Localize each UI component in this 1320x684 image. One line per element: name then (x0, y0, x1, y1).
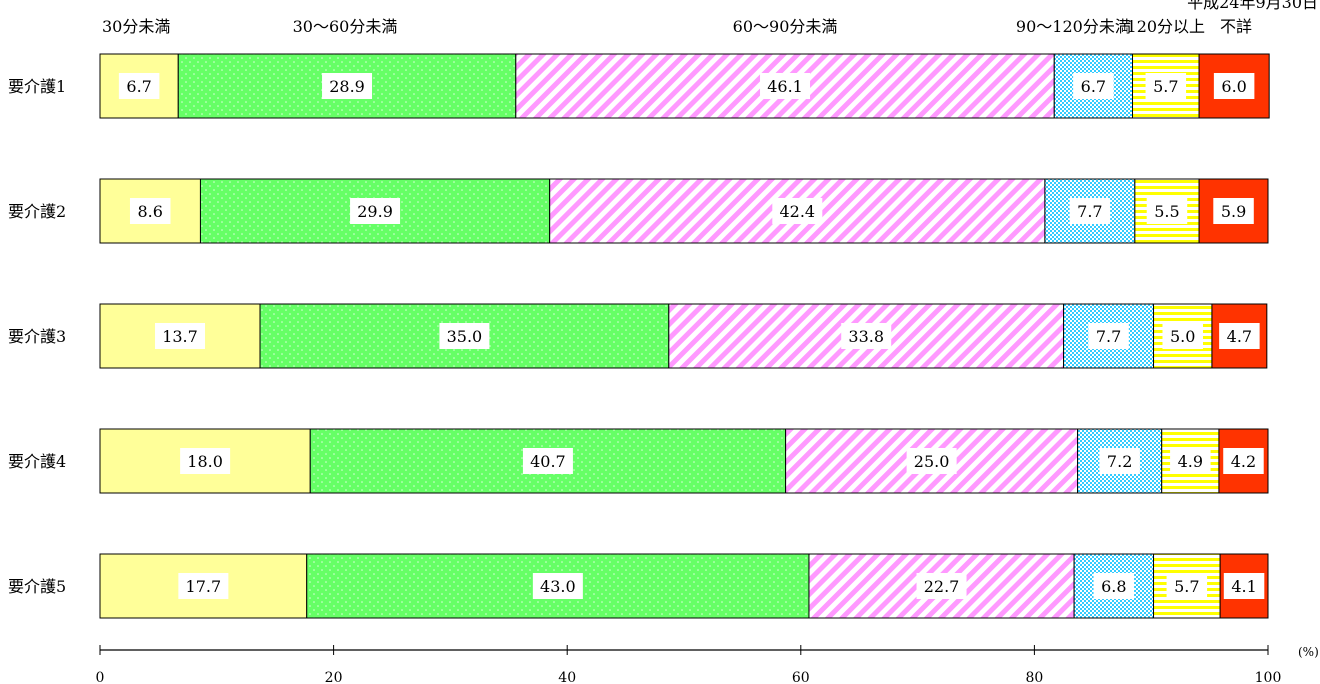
data-label: 29.9 (357, 202, 393, 221)
data-label: 5.7 (1174, 577, 1199, 596)
data-label-box (1223, 573, 1265, 599)
data-label: 4.7 (1227, 327, 1252, 346)
data-label-box (350, 198, 401, 224)
data-label: 22.7 (924, 577, 960, 596)
data-label-box (772, 198, 823, 224)
date-note: 平成24年9月30日 (1187, 0, 1318, 12)
x-tick-label: 60 (792, 670, 810, 684)
data-label-box (1093, 573, 1135, 599)
data-label: 28.9 (329, 77, 365, 96)
data-label: 46.1 (767, 77, 803, 96)
data-label-box (1219, 323, 1260, 349)
data-label-box (1162, 323, 1203, 349)
data-label-box (1170, 448, 1211, 474)
category-label: 要介護4 (8, 452, 66, 471)
category-label: 要介護5 (8, 577, 66, 596)
data-label-box (1166, 573, 1208, 599)
data-label-box (439, 323, 490, 349)
data-label-box (906, 448, 957, 474)
data-label: 35.0 (447, 327, 483, 346)
data-label: 42.4 (779, 202, 815, 221)
data-label-box (129, 198, 171, 224)
x-axis: 0 20 40 60 80 100 (%) (96, 645, 1319, 684)
data-label: 5.0 (1170, 327, 1195, 346)
data-label-box (1223, 448, 1264, 474)
category-label: 要介護3 (8, 327, 66, 346)
series-label: 60〜90分未満 (733, 17, 838, 36)
x-tick-label: 80 (1025, 670, 1043, 684)
bars: 6.7 28.9 46.1 6.7 5.7 6.0 8.6 29.9 42.4 7.7 5.5 5.9… (99, 53, 1270, 619)
data-label-box (1146, 198, 1188, 224)
data-label-box (1213, 73, 1255, 99)
data-label-box (118, 73, 160, 99)
data-label-box (1213, 198, 1254, 224)
data-label: 13.7 (162, 327, 198, 346)
category-label: 要介護1 (8, 77, 66, 96)
data-label: 6.7 (126, 77, 151, 96)
data-label-box (1073, 73, 1114, 99)
x-tick-label: 40 (558, 670, 576, 684)
data-label: 25.0 (914, 452, 950, 471)
data-label: 5.5 (1154, 202, 1179, 221)
data-label-box (322, 73, 373, 99)
series-label: 90〜120分未満 (1016, 17, 1131, 36)
data-label-box (760, 73, 811, 99)
data-label: 17.7 (186, 577, 222, 596)
data-label-box (178, 573, 229, 599)
series-label: 30〜60分未満 (293, 17, 398, 36)
data-label: 5.7 (1153, 77, 1178, 96)
data-label: 40.7 (530, 452, 566, 471)
data-label: 43.0 (540, 577, 576, 596)
data-label: 18.0 (187, 452, 223, 471)
data-label-box (532, 573, 583, 599)
data-label: 7.7 (1077, 202, 1102, 221)
data-label: 6.7 (1081, 77, 1106, 96)
data-label: 7.7 (1096, 327, 1121, 346)
data-label: 4.1 (1231, 577, 1256, 596)
data-label-box (841, 323, 892, 349)
data-label: 6.8 (1101, 577, 1126, 596)
category-label: 要介護2 (8, 202, 66, 221)
bar-segment (1044, 178, 1136, 244)
data-label-box (155, 323, 206, 349)
data-label-box (522, 448, 573, 474)
category-labels: 要介護1 要介護2 要介護3 要介護4 要介護5 (8, 77, 66, 596)
data-label-box (1088, 323, 1129, 349)
data-label-box (916, 573, 967, 599)
data-label: 33.8 (848, 327, 884, 346)
data-label: 7.2 (1107, 452, 1132, 471)
x-tick-label: 100 (1255, 670, 1282, 684)
x-axis-unit: (%) (1298, 645, 1319, 659)
series-label: 30分未満 (102, 17, 170, 36)
bar-segment (1077, 428, 1163, 494)
series-label: 不詳 (1220, 17, 1252, 36)
data-label-box (180, 448, 231, 474)
data-label: 4.2 (1231, 452, 1256, 471)
x-tick-label: 0 (96, 670, 105, 684)
data-label: 8.6 (137, 202, 162, 221)
data-label: 5.9 (1221, 202, 1246, 221)
data-label: 6.0 (1221, 77, 1246, 96)
series-label: 120分以上 (1127, 17, 1206, 36)
data-label: 4.9 (1178, 452, 1203, 471)
data-label-box (1099, 448, 1140, 474)
data-label-box (1145, 73, 1187, 99)
x-tick-label: 20 (325, 670, 343, 684)
data-label-box (1069, 198, 1111, 224)
